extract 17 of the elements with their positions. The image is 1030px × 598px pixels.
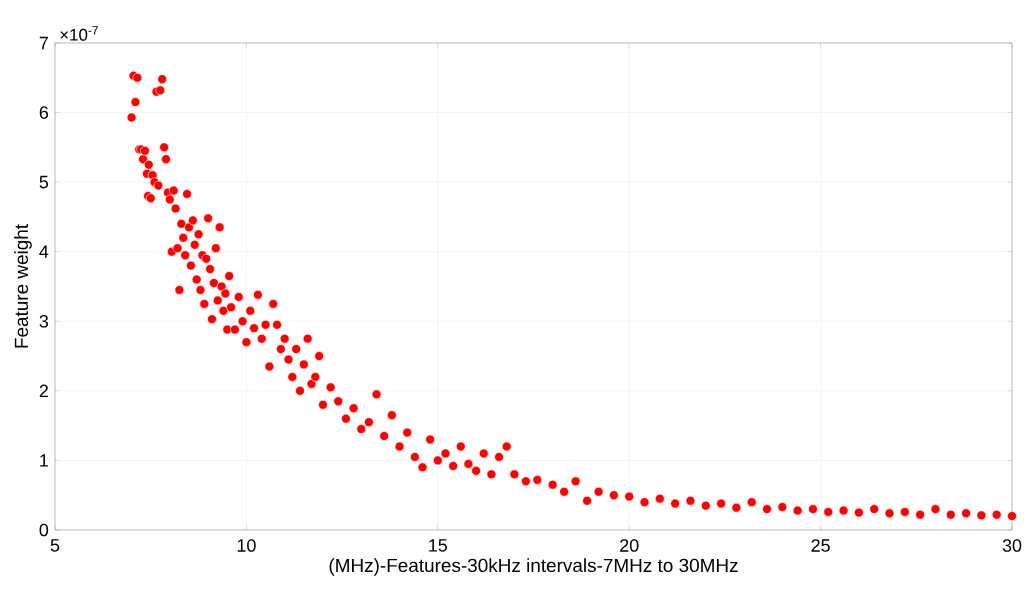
y-tick-label: 1	[40, 454, 48, 467]
x-tick-label: 20	[620, 539, 639, 552]
y-tick-label: 0	[39, 523, 49, 537]
y-tick-label: 4	[39, 245, 49, 258]
x-tick-label: 15	[429, 539, 448, 552]
y-tick-label: 2	[39, 384, 48, 398]
x-tick-label: 10	[237, 539, 256, 552]
y-tick-label: 3	[39, 314, 49, 328]
y-tick-label: 6	[39, 106, 49, 119]
text: ×10$^{-7}$	[60, 26, 98, 41]
x-tick-label: 30	[1002, 539, 1022, 552]
x-tick-label: 25	[811, 539, 830, 552]
y-tick-label: 5	[39, 175, 49, 189]
x-tick-label: 5	[50, 539, 60, 552]
x-axis-title: (MHz)-Features-30kHz intervals-7MHz to 30MHz	[329, 558, 738, 576]
y-axis-title: Feature weight	[14, 224, 32, 348]
y-tick-label: 7	[39, 36, 48, 50]
